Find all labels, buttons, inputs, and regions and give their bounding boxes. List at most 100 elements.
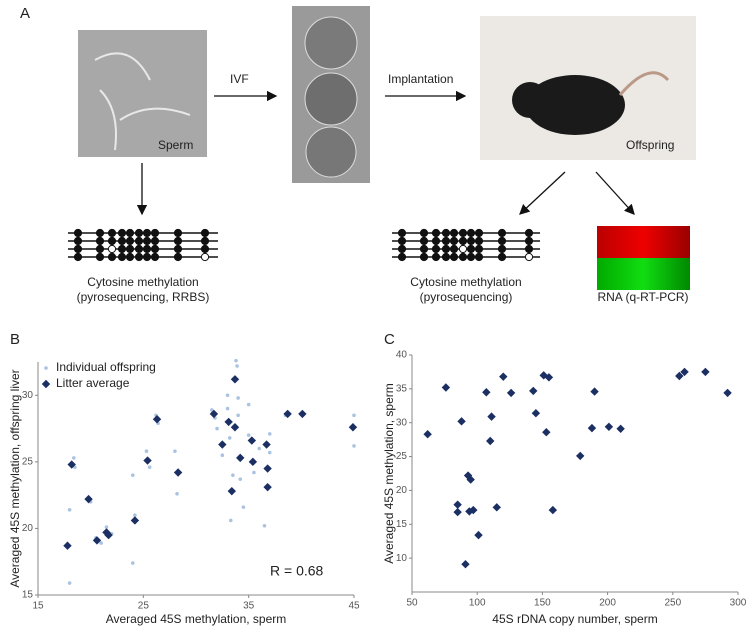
cpg-site [107,236,117,246]
diamond-point [587,423,597,433]
cpg-site [142,236,152,246]
cpg-site [431,252,441,262]
embryo [304,16,358,70]
cpg-site [200,228,210,238]
y-tick-label: 30 [396,417,408,428]
cpg-site [497,236,507,246]
caption: (pyrosequencing, RRBS) [77,290,210,304]
cpg-site [134,236,144,246]
diamond-point [506,388,516,398]
cpg-site [458,252,468,262]
diamond-point [236,453,245,463]
legend-label: Individual offspring [56,360,156,374]
cpg-site [431,244,441,254]
cpg-site [125,252,135,262]
x-tick-label: 50 [406,598,418,609]
circle-point [99,541,103,545]
cpg-site [200,244,210,254]
cpg-site [524,252,534,262]
embryo [304,72,358,126]
sperm-label: Sperm [158,138,193,152]
diamond-point [576,451,585,461]
legend-marker [41,379,51,389]
cpg-site [431,228,441,238]
circle-point [67,581,72,585]
circle-point [210,408,214,412]
diamond-point [466,475,475,484]
y-axis-label: Averaged 45S methylation, sperm [382,383,396,564]
circle-point [238,477,243,481]
x-tick-label: 300 [730,598,747,609]
methylation-diagrams [68,228,540,262]
circle-point [67,507,72,512]
cpg-site [458,236,468,246]
implantation-label: Implantation [388,72,453,86]
circle-point [257,446,262,451]
x-tick-label: 35 [243,601,255,612]
circle-point [228,518,233,523]
cpg-site [474,252,484,262]
diamond-point [84,494,93,504]
circle-point [225,406,230,411]
circle-point [144,449,149,454]
cpg-site [200,252,210,262]
diamond-point [531,409,541,418]
diamond-point [486,436,495,446]
diamond-point [143,456,152,465]
diamond-point [441,383,451,392]
diamond-point [230,423,240,432]
cpg-site [419,236,429,246]
diamond-point [590,387,599,396]
cpg-site [134,252,144,262]
diamond-point [548,505,558,515]
diamond-point [675,371,684,381]
caption: Cytosine methylation [87,275,198,289]
cpg-site [497,244,507,254]
cpg-site [117,228,127,238]
diamond-point [283,409,292,419]
cpg-site [497,228,507,238]
diamond-point [92,536,102,545]
cpg-site [458,244,468,254]
diamond-point [542,427,551,437]
cpg-site [449,244,459,254]
arrow [519,171,566,215]
circle-point [173,449,177,454]
diamond-point [104,530,113,540]
circle-point [231,473,235,477]
cpg-site [419,252,429,262]
cpg-site [150,244,160,254]
diamond-point [248,457,258,467]
cpg-site [142,252,152,262]
circle-point [234,358,238,363]
y-tick-label: 25 [22,456,34,467]
x-tick-label: 25 [138,601,150,612]
diamond-point [529,386,538,396]
cpg-site [419,244,429,254]
legend-marker [44,366,48,370]
cpg-site [474,244,484,254]
circle-point [131,561,135,565]
x-tick-label: 15 [32,601,44,612]
circle-point [215,426,219,431]
cpg-site [441,244,451,254]
caption: (pyrosequencing) [420,290,513,304]
cpg-site [95,244,105,254]
circle-point [133,513,137,517]
cpg-site [441,252,451,262]
circle-point [72,456,76,460]
cpg-site [466,252,476,262]
cpg-site [117,236,127,246]
cpg-site [431,236,441,246]
embryo [305,126,357,178]
diamond-point [544,373,554,382]
cpg-site [73,244,83,254]
cpg-site [142,244,152,254]
circle-point [246,402,251,407]
y-axis-label: Averaged 45S methylation, offspring live… [8,369,22,587]
x-tick-label: 45 [348,601,360,612]
diamond-point [67,460,76,469]
diamond-point [230,375,240,384]
ivf-label: IVF [230,72,249,86]
diamond-point [63,541,72,550]
